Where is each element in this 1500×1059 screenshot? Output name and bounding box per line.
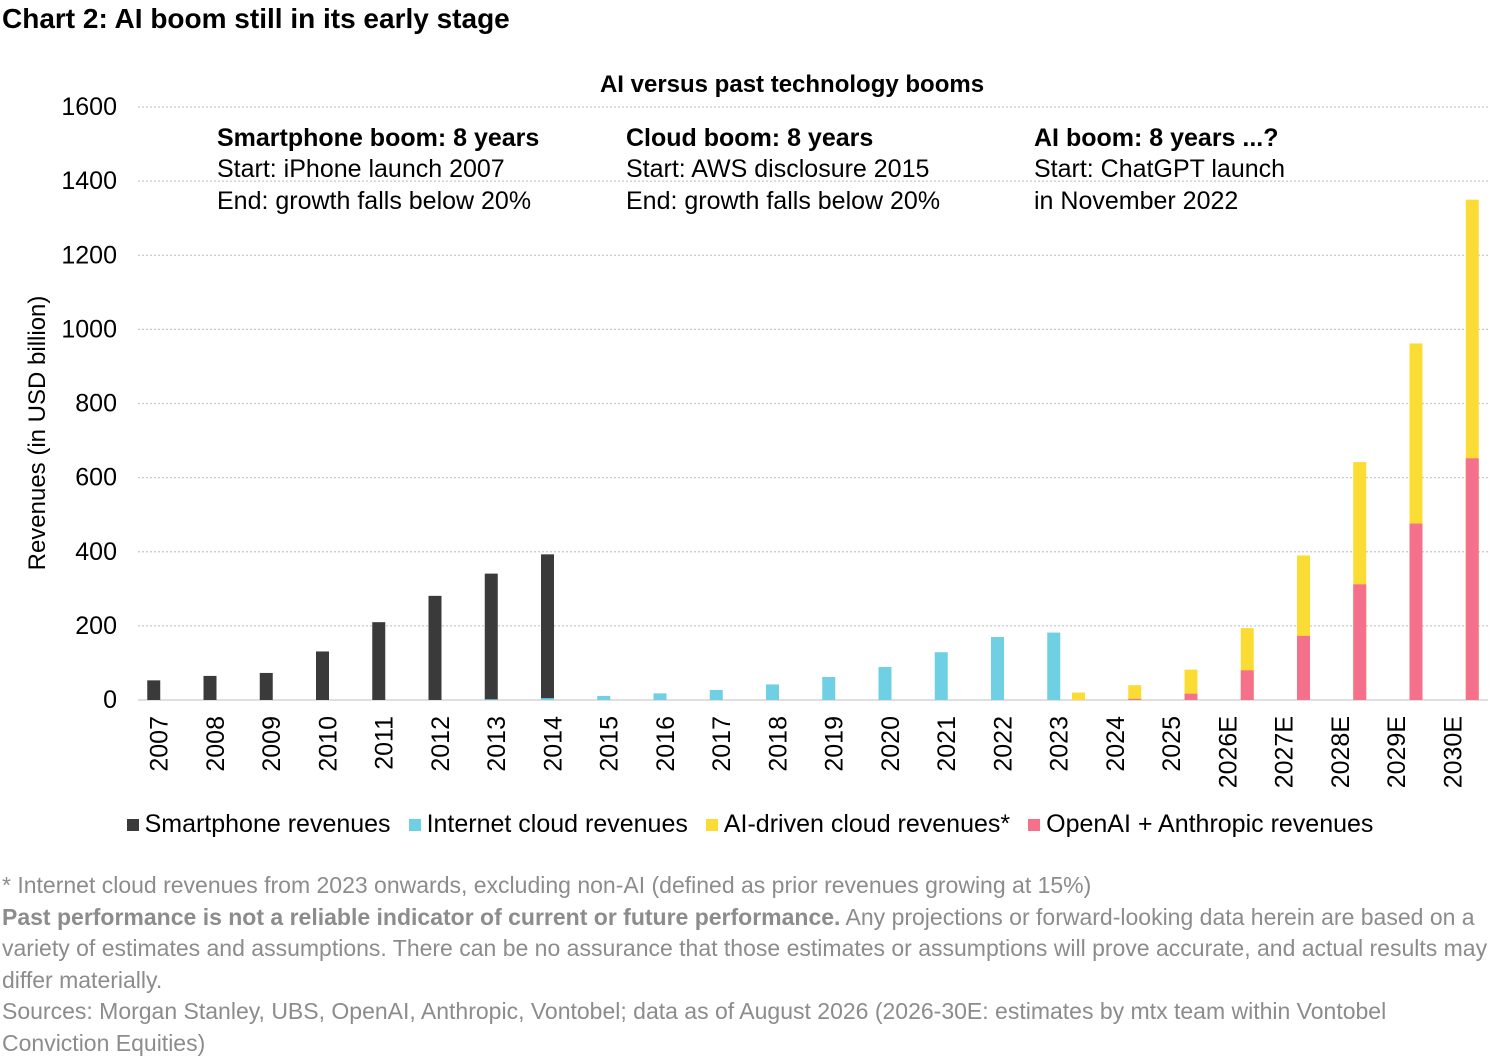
bar-internet-cloud-revenues [709, 689, 723, 700]
x-tick-label: 2022 [989, 716, 1017, 772]
chart-title: AI versus past technology booms [600, 71, 984, 98]
x-tick-label: 2009 [258, 716, 286, 772]
x-tick-label: 2018 [764, 716, 792, 772]
y-tick-label: 1400 [61, 167, 117, 195]
y-tick-label: 800 [75, 390, 117, 418]
y-axis-label: Revenues (in USD billion) [24, 296, 51, 571]
legend-swatch-openai [1028, 818, 1041, 831]
x-tick-label: 2020 [877, 716, 905, 772]
y-tick-label: 1000 [61, 315, 117, 343]
bar-openai-anthropic-revenues [1297, 635, 1310, 700]
chart: AI versus past technology booms 0 200 400 60… [24, 71, 1488, 788]
footnote-note: * Internet cloud revenues from 2023 onwa… [2, 872, 1092, 898]
x-tick-label: 2016 [652, 716, 680, 772]
legend-item-cloud: Internet cloud revenues [408, 810, 688, 839]
bar-internet-cloud-revenues [991, 636, 1004, 700]
legend-item-smartphone: Smartphone revenues [126, 810, 391, 839]
bar-internet-cloud-revenues [878, 667, 892, 700]
x-tick-label: 2024 [1102, 716, 1130, 772]
legend-label-openai: OpenAI + Anthropic revenues [1046, 810, 1374, 838]
y-tick-label: 200 [75, 612, 117, 640]
x-tick-label: 2028E [1327, 716, 1355, 788]
x-tick-label: 2026E [1214, 716, 1242, 788]
bar-ai-driven-cloud-revenues [1128, 685, 1142, 700]
legend-label-ai-cloud: AI-driven cloud revenues* [723, 810, 1011, 838]
footnote-sources: Sources: Morgan Stanley, UBS, OpenAI, An… [2, 998, 1387, 1056]
bar-smartphone-revenues [484, 573, 498, 700]
annotation-line: Start: iPhone launch 2007 [217, 155, 505, 183]
annotation-line: Start: ChatGPT launch [1034, 155, 1285, 183]
annotation-title: Cloud boom: 8 years [626, 124, 873, 152]
x-tick-label: 2030E [1439, 716, 1467, 788]
x-tick-label: 2027E [1271, 716, 1299, 788]
annotation-line: End: growth falls below 20% [626, 187, 940, 215]
bar-internet-cloud-revenues [484, 699, 498, 700]
bar-internet-cloud-revenues [541, 698, 554, 700]
x-tick-label: 2008 [202, 716, 230, 772]
bar-openai-anthropic-revenues [1353, 584, 1367, 700]
x-tick-label: 2019 [821, 716, 849, 772]
bar-smartphone-revenues [541, 554, 554, 700]
legend-swatch-cloud [408, 818, 421, 831]
bar-internet-cloud-revenues [766, 684, 779, 700]
legend-item-openai: OpenAI + Anthropic revenues [1028, 810, 1373, 839]
bar-openai-anthropic-revenues [1128, 698, 1142, 700]
bar-smartphone-revenues [428, 595, 442, 700]
disclaimer-bold: Past performance is not a reliable indic… [2, 903, 841, 930]
x-tick-label: 2011 [371, 716, 399, 770]
y-tick-label: 1200 [61, 241, 117, 269]
x-tick-label: 2025 [1158, 716, 1186, 772]
x-tick-label: 2023 [1046, 716, 1074, 772]
annotation-title: Smartphone boom: 8 years [217, 124, 539, 152]
bar-smartphone-revenues [316, 651, 329, 700]
bar-internet-cloud-revenues [597, 695, 611, 700]
bar-ai-driven-cloud-revenues [1184, 669, 1198, 700]
x-tick-label: 2017 [708, 716, 736, 772]
x-tick-label: 2014 [539, 716, 567, 772]
bar-smartphone-revenues [147, 680, 161, 700]
bar-internet-cloud-revenues [653, 693, 667, 700]
x-tick-label: 2010 [314, 716, 342, 772]
legend-swatch-ai-cloud [705, 818, 718, 831]
legend-item-ai-cloud: AI-driven cloud revenues* [705, 810, 1011, 839]
bar-internet-cloud-revenues [822, 677, 836, 700]
x-tick-label: 2021 [933, 716, 961, 772]
bar-smartphone-revenues [259, 672, 273, 700]
footnote-disclaimer: Past performance is not a reliable indic… [2, 902, 1492, 997]
y-tick-label: 400 [75, 538, 117, 566]
bar-openai-anthropic-revenues [1465, 458, 1479, 700]
y-tick-label: 600 [75, 464, 117, 492]
bar-openai-anthropic-revenues [1184, 693, 1198, 700]
bar-openai-anthropic-revenues [1409, 523, 1423, 700]
annotation-line: End: growth falls below 20% [217, 187, 531, 215]
chart-legend: Smartphone revenues Internet cloud reven… [0, 810, 1500, 839]
x-tick-label: 2013 [483, 716, 511, 772]
annotation-line: Start: AWS disclosure 2015 [626, 155, 929, 183]
bar-internet-cloud-revenues [934, 652, 948, 700]
bar-smartphone-revenues [203, 675, 217, 700]
legend-label-smartphone: Smartphone revenues [144, 810, 391, 838]
bar-smartphone-revenues [372, 622, 386, 700]
x-tick-label: 2029E [1383, 716, 1411, 788]
legend-swatch-smartphone [126, 818, 139, 831]
bar-openai-anthropic-revenues [1240, 670, 1254, 700]
page-heading: Chart 2: AI boom still in its early stag… [2, 3, 510, 34]
y-tick-label: 1600 [61, 93, 117, 121]
annotation-line: in November 2022 [1034, 187, 1238, 215]
x-tick-label: 2007 [146, 716, 174, 772]
x-tick-label: 2015 [596, 716, 624, 772]
x-tick-label: 2012 [427, 716, 455, 772]
bar-internet-cloud-revenues [1047, 632, 1061, 700]
disclaimer-text: Any projections or forward-looking data … [2, 903, 1488, 993]
bar-ai-driven-cloud-revenues [1072, 692, 1085, 700]
footnotes: * Internet cloud revenues from 2023 onwa… [2, 870, 1492, 1059]
legend-label-cloud: Internet cloud revenues [426, 810, 688, 838]
y-tick-label: 0 [103, 686, 117, 714]
annotation-title: AI boom: 8 years ...? [1034, 124, 1279, 152]
